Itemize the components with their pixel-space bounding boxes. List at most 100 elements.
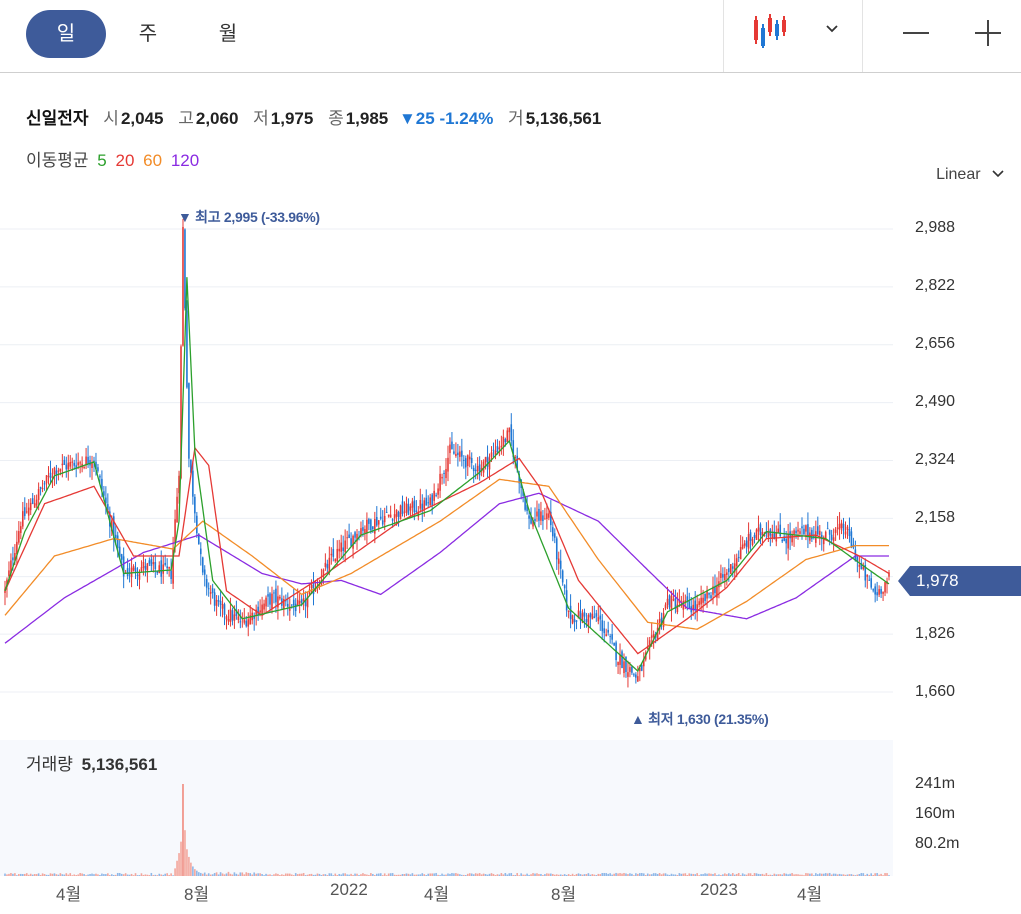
volume-bar (516, 873, 519, 876)
volume-bar (597, 873, 600, 876)
volume-bar (27, 874, 30, 876)
candle (670, 590, 673, 622)
volume-bar (722, 874, 724, 876)
volume-bar (882, 875, 884, 876)
volume-bar (676, 875, 679, 876)
candle (739, 535, 742, 560)
candle (449, 437, 451, 465)
volume-bar (550, 873, 552, 876)
volume-bar (186, 849, 188, 876)
price-chart[interactable] (0, 200, 1021, 720)
candle (374, 511, 376, 544)
candle (609, 633, 611, 644)
toolbar: 일 주 월 (0, 0, 1021, 73)
volume-bar (4, 873, 6, 876)
candle (186, 300, 188, 389)
volume-bar (338, 873, 341, 876)
candle (733, 554, 736, 580)
volume-bar (196, 870, 198, 876)
volume-bar (504, 872, 507, 876)
volume-bar (674, 874, 677, 876)
volume-bar (607, 873, 609, 876)
volume-bar (751, 875, 754, 876)
volume-bar (429, 873, 431, 876)
volume-bar (569, 874, 572, 876)
volume-bar (132, 875, 135, 876)
volume-bar (536, 873, 538, 876)
candle (310, 579, 313, 595)
candle (478, 456, 481, 481)
candle (666, 586, 669, 610)
candle (633, 672, 635, 677)
candle (773, 520, 776, 540)
volume-bar (700, 874, 702, 876)
candle (542, 510, 544, 530)
ma-20[interactable]: 20 (115, 151, 135, 170)
volume-bar (615, 872, 617, 876)
volume-bar (884, 873, 886, 876)
candle (587, 613, 590, 634)
x-tick-label: 8월 (184, 885, 210, 904)
volume-bar (332, 875, 335, 876)
volume-bar (654, 873, 657, 876)
candle (502, 429, 505, 456)
candle (617, 661, 619, 674)
volume-bar (79, 873, 81, 876)
candle (595, 609, 598, 622)
volume-bar (660, 874, 663, 876)
volume-bar (275, 873, 277, 876)
ma-120[interactable]: 120 (170, 151, 200, 170)
candle (848, 517, 851, 543)
volume-bar (468, 873, 471, 876)
zoom-out-icon[interactable] (901, 18, 931, 48)
candle (637, 665, 639, 682)
candle (18, 521, 20, 545)
candle (205, 574, 208, 596)
volume-bar (255, 873, 257, 876)
ma-60[interactable]: 60 (143, 151, 163, 170)
volume-bar (818, 873, 821, 876)
tab-week[interactable]: 주 (138, 23, 158, 45)
candle (397, 510, 400, 527)
volume-bar (793, 874, 795, 876)
volume-bar (184, 830, 186, 876)
volume-bar (10, 872, 12, 876)
volume-bar (726, 874, 728, 876)
zoom-in-icon[interactable] (973, 18, 1003, 48)
candle (407, 498, 410, 516)
volume-bar (103, 874, 105, 876)
volume-chart[interactable] (0, 740, 893, 876)
candle (775, 525, 778, 547)
candle (65, 456, 68, 478)
volume-bar (538, 874, 540, 876)
volume-bar (708, 873, 710, 876)
candle (722, 567, 724, 584)
volume-bar (95, 873, 97, 876)
candle (589, 612, 592, 629)
candle (344, 529, 346, 563)
candle (445, 458, 447, 487)
candle (577, 602, 580, 619)
scale-selector[interactable]: Linear (936, 166, 1005, 184)
candle (623, 653, 625, 678)
candle (615, 640, 617, 667)
volume-bar (540, 873, 542, 876)
candle (686, 587, 689, 611)
tab-month[interactable]: 월 (218, 23, 238, 45)
volume-bar (405, 873, 408, 876)
volume-bar (656, 873, 659, 876)
candle (47, 466, 50, 485)
candle (563, 584, 566, 595)
volume-bar (35, 874, 38, 876)
candle (31, 492, 34, 505)
candlestick-type-button[interactable] (745, 10, 845, 58)
candle (112, 512, 115, 552)
open-value: 2,045 (120, 109, 164, 128)
tab-day[interactable]: 일 (26, 10, 106, 58)
volume-bar (87, 874, 89, 876)
ma120-line (4, 492, 889, 644)
candle (500, 435, 503, 455)
candle (281, 587, 283, 611)
scale-label: Linear (936, 166, 981, 183)
ma-5[interactable]: 5 (97, 151, 107, 170)
